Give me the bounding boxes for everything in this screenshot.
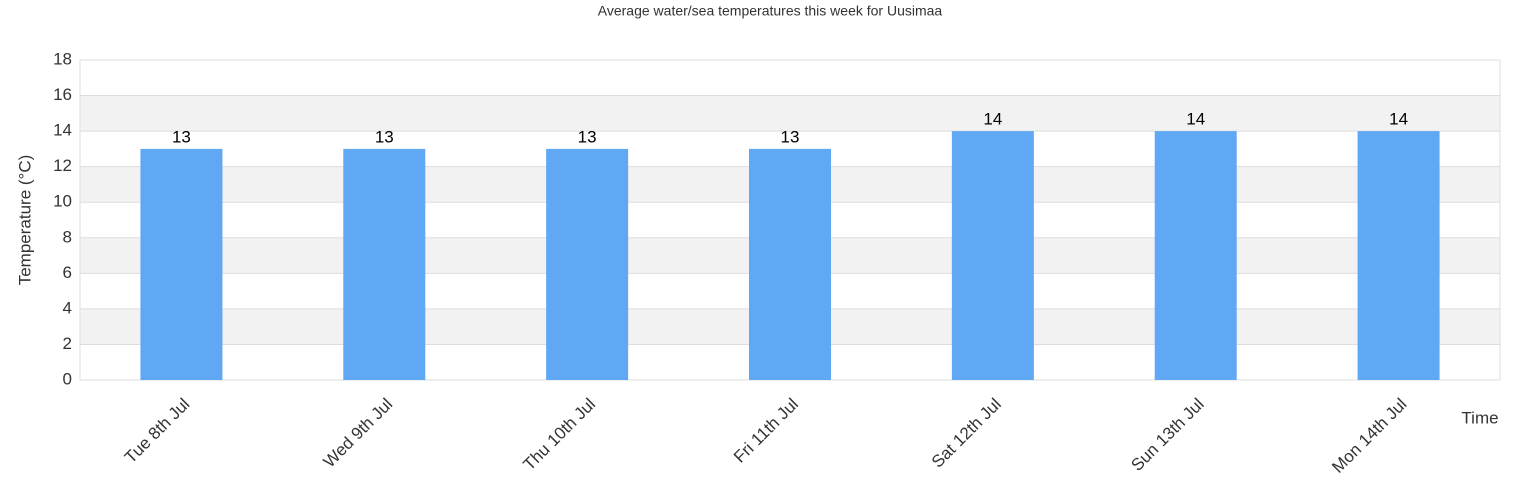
x-tick-label: Tue 8th Jul (121, 395, 193, 467)
y-tick-label: 12 (53, 156, 72, 175)
y-axis-label: Temperature (°C) (15, 155, 34, 286)
bar (749, 148, 831, 380)
bar (1357, 131, 1440, 380)
y-tick-label: 16 (53, 85, 72, 104)
y-tick-label: 18 (53, 49, 72, 68)
x-axis-label: Time (1461, 408, 1498, 427)
x-tick-label: Sat 12th Jul (928, 395, 1005, 472)
data-label: 13 (172, 127, 191, 146)
x-tick-label: Wed 9th Jul (320, 395, 397, 472)
y-tick-label: 4 (63, 298, 72, 317)
x-tick-label: Sun 13th Jul (1127, 395, 1207, 475)
bar (343, 148, 426, 380)
data-label: 13 (375, 127, 394, 146)
y-tick-label: 2 (63, 334, 72, 353)
y-tick-label: 10 (53, 192, 72, 211)
grid-band (80, 95, 1500, 132)
x-tick-label: Thu 10th Jul (520, 395, 600, 475)
y-tick-label: 0 (63, 369, 72, 388)
x-tick-label: Mon 14th Jul (1328, 395, 1410, 477)
bar (546, 148, 629, 380)
chart-title: Average water/sea temperatures this week… (598, 3, 943, 19)
x-tick-label: Fri 11th Jul (730, 395, 802, 467)
data-label: 13 (781, 127, 800, 146)
y-tick-label: 14 (53, 121, 72, 140)
data-label: 14 (1186, 110, 1205, 129)
data-label: 14 (1389, 110, 1408, 129)
data-label: 13 (578, 127, 597, 146)
bar (951, 131, 1034, 380)
y-tick-label: 8 (63, 227, 72, 246)
bar (140, 148, 223, 380)
data-label: 14 (983, 110, 1002, 129)
y-tick-label: 6 (63, 263, 72, 282)
bar (1154, 131, 1237, 380)
